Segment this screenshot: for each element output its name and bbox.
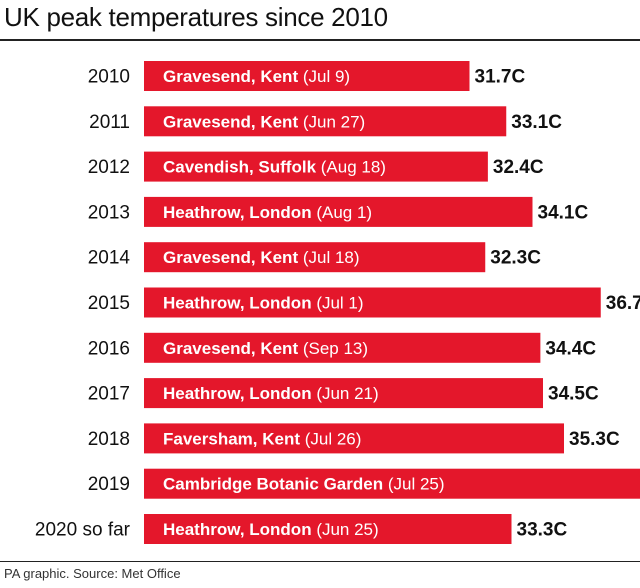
value-label: 35.3C [569, 429, 620, 450]
year-label: 2017 [88, 384, 130, 405]
location-name: Heathrow, London [163, 203, 316, 222]
bar-location-label: Gravesend, Kent (Jun 27) [163, 112, 365, 131]
bar-location-label: Gravesend, Kent (Jul 9) [163, 67, 350, 86]
bar-location-label: Gravesend, Kent (Sep 13) [163, 339, 368, 358]
temperature-bar [144, 423, 564, 454]
value-label: 32.3C [490, 248, 541, 269]
location-name: Gravesend, Kent [163, 67, 303, 86]
footer-divider [0, 561, 640, 562]
location-date: (Aug 1) [316, 203, 372, 222]
value-label: 33.3C [517, 520, 568, 541]
bar-location-label: Faversham, Kent (Jul 26) [163, 429, 361, 448]
year-label: 2020 so far [35, 520, 131, 541]
location-date: (Sep 13) [303, 339, 368, 358]
location-name: Faversham, Kent [163, 429, 305, 448]
location-date: (Jun 27) [303, 112, 365, 131]
location-name: Gravesend, Kent [163, 112, 303, 131]
year-label: 2010 [88, 67, 130, 88]
location-name: Cambridge Botanic Garden [163, 475, 388, 494]
value-label: 34.5C [548, 384, 599, 405]
temperature-bar [144, 332, 541, 363]
location-name: Gravesend, Kent [163, 339, 303, 358]
bar-location-label: Heathrow, London (Jun 25) [163, 520, 379, 539]
bar-chart: 2010 Gravesend, Kent (Jul 9) 31.7C 2011 Grav… [35, 61, 640, 544]
year-label: 2019 [88, 474, 130, 495]
temperature-bar [144, 242, 486, 273]
location-date: (Jul 26) [305, 429, 362, 448]
temperature-bar [144, 468, 640, 499]
bar-location-label: Heathrow, London (Aug 1) [163, 203, 372, 222]
temperature-bar [144, 378, 543, 409]
year-label: 2014 [88, 248, 131, 269]
year-label: 2018 [88, 429, 130, 450]
year-label: 2011 [89, 112, 130, 133]
location-name: Heathrow, London [163, 520, 316, 539]
year-label: 2015 [88, 293, 130, 314]
temperature-bar [144, 151, 488, 182]
value-label: 34.4C [545, 338, 596, 359]
temperature-bar [144, 514, 512, 544]
temperature-bar [144, 61, 470, 91]
bar-location-label: Heathrow, London (Jun 21) [163, 384, 379, 403]
location-date: (Aug 18) [321, 158, 386, 177]
value-label: 31.7C [475, 67, 526, 88]
temperature-bar [144, 196, 533, 227]
location-date: (Jul 25) [388, 475, 445, 494]
location-name: Cavendish, Suffolk [163, 158, 321, 177]
year-label: 2013 [88, 202, 130, 223]
value-label: 34.1C [538, 202, 589, 223]
value-label: 36.7C [606, 293, 640, 314]
location-name: Heathrow, London [163, 384, 316, 403]
location-date: (Jul 18) [303, 248, 360, 267]
location-date: (Jun 25) [316, 520, 378, 539]
bar-location-label: Heathrow, London (Jul 1) [163, 294, 364, 313]
year-label: 2012 [88, 157, 130, 178]
location-date: (Jul 1) [316, 294, 363, 313]
year-label: 2016 [88, 338, 130, 359]
temperature-bar [144, 106, 507, 137]
value-label: 32.4C [493, 157, 544, 178]
chart-title: UK peak temperatures since 2010 [4, 2, 388, 32]
bar-location-label: Cavendish, Suffolk (Aug 18) [163, 158, 386, 177]
bar-location-label: Cambridge Botanic Garden (Jul 25) [163, 475, 445, 494]
value-label: 33.1C [511, 112, 562, 133]
location-name: Heathrow, London [163, 294, 316, 313]
location-name: Gravesend, Kent [163, 248, 303, 267]
source-note: PA graphic. Source: Met Office [4, 566, 181, 581]
location-date: (Jun 21) [316, 384, 378, 403]
title-divider [0, 39, 640, 41]
location-date: (Jul 9) [303, 67, 350, 86]
bar-location-label: Gravesend, Kent (Jul 18) [163, 248, 360, 267]
temperature-bar [144, 287, 601, 318]
